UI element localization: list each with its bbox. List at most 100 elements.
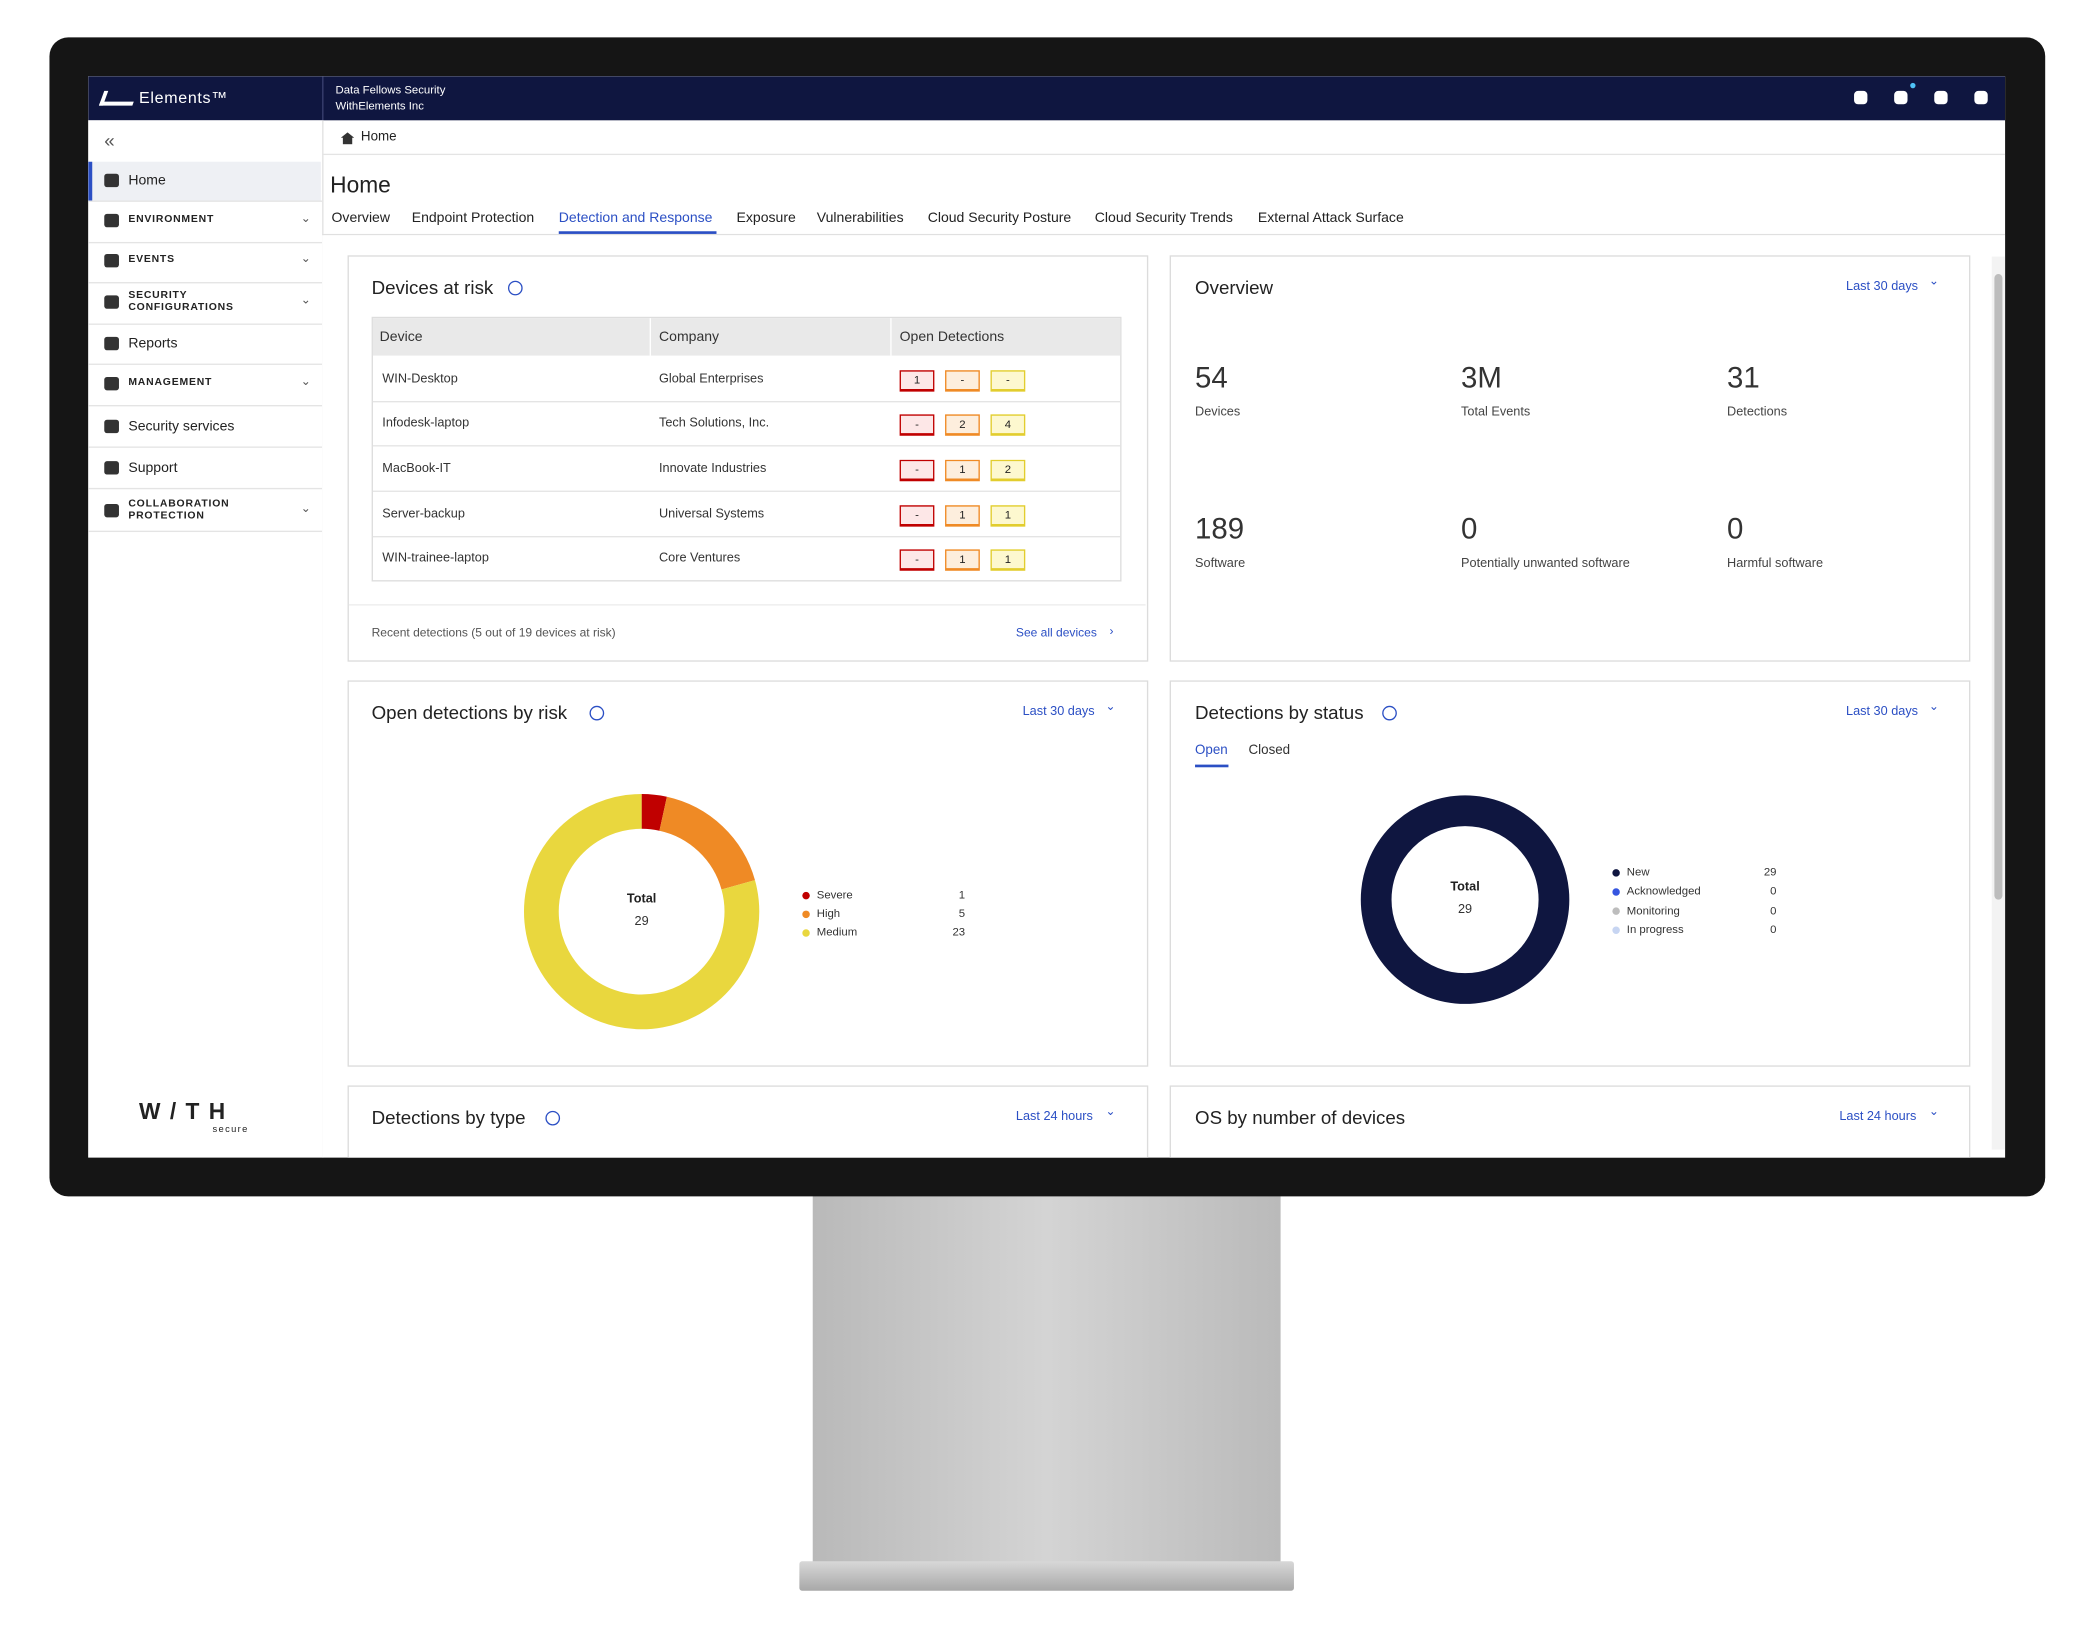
stat-label: Potentially unwanted software [1461,556,1630,571]
nav-item[interactable]: EVENTS [128,252,175,265]
row-sep [372,445,1121,447]
period[interactable]: Last 30 days [1846,704,1919,720]
nav-item[interactable]: SECURITY CONFIGURATIONS [128,288,234,313]
account[interactable]: WithElements Inc [335,98,424,113]
header-icon[interactable] [1854,90,1868,105]
screen: Elements™ Data Fellows Security WithElemen… [88,76,2006,1158]
row-sep [372,536,1121,538]
status-tab[interactable]: Closed [1248,743,1291,758]
company: Universal Systems [659,506,765,522]
card [1169,255,1971,662]
nav-icon [104,419,119,434]
nav-item[interactable]: Home [128,172,166,189]
breadcrumb[interactable]: Home [360,129,397,145]
donut-segment [641,794,667,831]
tab-line [322,233,2006,236]
logo: W/TH [139,1098,235,1125]
nav-item[interactable]: ENVIRONMENT [128,212,215,225]
sidebar [88,120,324,1158]
period[interactable]: Last 30 days [1846,279,1919,295]
nav-icon [104,253,119,268]
tab[interactable]: Overview [331,209,391,226]
info-icon[interactable] [1382,705,1397,721]
stat-label: Harmful software [1727,556,1824,571]
header-icon[interactable] [1894,90,1908,105]
info-icon[interactable] [507,280,523,296]
link[interactable]: See all devices [1015,625,1097,639]
info-icon[interactable] [545,1110,561,1126]
nav-item[interactable]: MANAGEMENT [128,375,213,388]
period[interactable]: Last 30 days [1022,704,1095,720]
nav-item[interactable]: Reports [128,335,178,352]
table-box [371,316,1122,582]
stat-value: 0 [1461,511,1478,546]
period[interactable]: Last 24 hours [1839,1109,1917,1125]
chevron: ⌄ [1928,1104,1939,1118]
nav-icon [104,503,119,518]
legend-value: 23 [952,925,966,939]
device[interactable]: WIN-trainee-laptop [382,550,489,566]
stat-value: 3M [1461,360,1502,395]
device[interactable]: Server-backup [382,506,465,522]
card-title: Detections by type [371,1106,526,1129]
nav-sep [88,241,323,244]
nav-icon [104,336,119,351]
status-tab[interactable]: Open [1195,743,1228,758]
nav-item[interactable]: Security services [128,418,235,435]
header-icon[interactable] [1974,90,1988,105]
tab[interactable]: Exposure [736,209,796,226]
legend-label: Acknowledged [1626,883,1701,898]
card [1169,1085,1971,1158]
collapse[interactable]: « [104,129,115,152]
tab[interactable]: Detection and Response [558,209,713,226]
nav-item[interactable]: Support [128,459,178,476]
tab[interactable]: Cloud Security Trends [1094,209,1233,226]
total-value: 29 [1457,902,1473,917]
tab[interactable]: Endpoint Protection [411,209,535,226]
stat-label: Devices [1195,405,1241,420]
device[interactable]: WIN-Desktop [382,371,458,387]
tab-active [558,231,717,234]
card-title: Devices at risk [371,276,494,299]
legend-label: In progress [1626,922,1684,936]
tab[interactable]: Vulnerabilities [816,209,904,226]
detection-badge: - [899,505,935,527]
tab[interactable]: External Attack Surface [1257,209,1404,226]
footer-text: Recent detections (5 out of 19 devices a… [371,625,616,639]
stand [812,1189,1281,1567]
home-icon [340,132,355,145]
nav-active [88,161,321,201]
period[interactable]: Last 24 hours [1015,1109,1093,1125]
nav-sep [88,446,323,448]
detection-badge: 2 [945,414,980,436]
legend-value: 1 [958,887,966,901]
card [1169,680,1971,1067]
legend-value: 0 [1770,883,1777,898]
nav-sep [88,487,323,490]
nav-icon [104,213,119,228]
stand-base [799,1561,1294,1591]
header-icon[interactable] [1934,90,1948,105]
nav-item[interactable]: COLLABORATION PROTECTION [128,497,230,522]
info-icon[interactable] [589,705,605,721]
org: Data Fellows Security [335,82,446,97]
nav-sep [88,323,323,325]
graphics [524,794,1620,1030]
tab[interactable]: Cloud Security Posture [927,209,1072,226]
top-bar [88,76,2006,121]
device[interactable]: Infodesk-laptop [382,415,470,431]
device[interactable]: MacBook-IT [382,461,451,476]
detection-badge: - [899,414,935,436]
notify-dot [1910,82,1916,89]
legend-value: 0 [1770,903,1777,917]
chevron: ⌄ [1105,1104,1116,1118]
chevron: ⌄ [300,501,311,515]
nav-sep [88,405,323,407]
detection-badge: 4 [990,414,1026,436]
page-title: Home [330,172,391,198]
stat-label: Total Events [1461,405,1531,420]
donut-segment [1360,795,1570,1004]
chevron: ⌄ [300,292,311,307]
chevron: ⌄ [1928,274,1939,288]
